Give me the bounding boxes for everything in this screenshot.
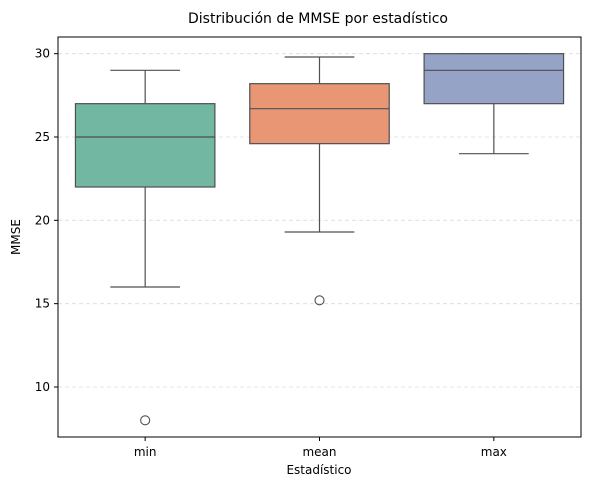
y-tick-label-10: 10 bbox=[35, 380, 50, 394]
box-group-mean bbox=[249, 56, 390, 306]
y-tick-label-25: 25 bbox=[35, 130, 50, 144]
y-ticks: 10 15 20 25 30 bbox=[35, 47, 58, 394]
outlier-mean-0 bbox=[314, 295, 325, 306]
boxes bbox=[74, 53, 565, 426]
box-mean bbox=[249, 83, 390, 145]
x-axis-label: Estadístico bbox=[286, 463, 351, 477]
y-axis-label: MMSE bbox=[9, 219, 23, 255]
box-group-min bbox=[74, 69, 216, 426]
box-max bbox=[423, 53, 565, 105]
x-ticks: min mean max bbox=[134, 437, 507, 459]
x-tick-label-min: min bbox=[134, 445, 157, 459]
chart-title: Distribución de MMSE por estadístico bbox=[188, 11, 448, 27]
y-tick-label-30: 30 bbox=[35, 47, 50, 61]
y-tick-label-15: 15 bbox=[35, 297, 50, 311]
x-tick-label-mean: mean bbox=[302, 445, 336, 459]
y-tick-label-20: 20 bbox=[35, 213, 50, 227]
outlier-min-0 bbox=[140, 415, 151, 426]
box-min bbox=[74, 103, 216, 188]
box-group-max bbox=[423, 53, 565, 155]
x-tick-label-max: max bbox=[481, 445, 507, 459]
